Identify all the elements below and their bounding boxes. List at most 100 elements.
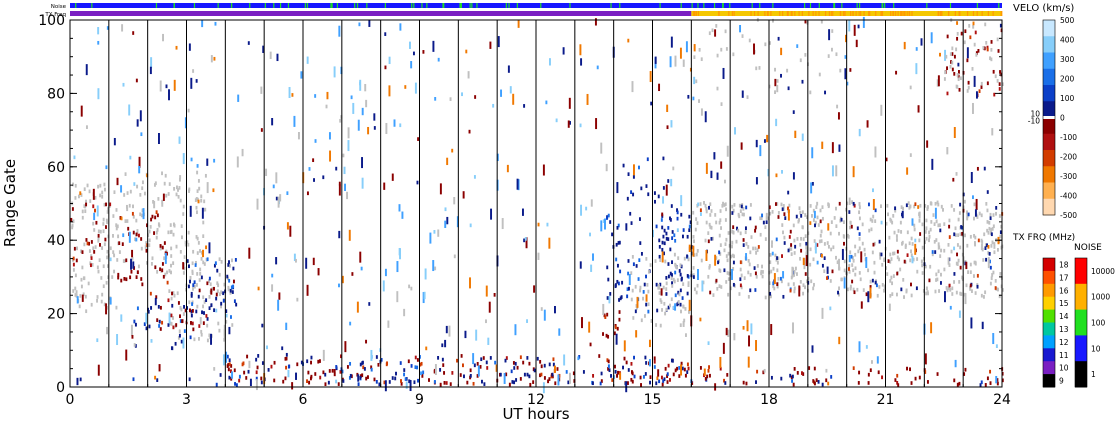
echo-cell xyxy=(493,293,496,297)
echo-cell xyxy=(709,213,712,217)
echo-cell xyxy=(811,147,814,159)
echo-cell xyxy=(890,275,893,280)
echo-cell xyxy=(228,362,231,367)
echo-cell xyxy=(791,379,794,383)
echo-cell xyxy=(548,237,551,249)
velocity-tick-label: 0 xyxy=(1060,114,1065,123)
txfreq-color-swatch xyxy=(1043,374,1055,388)
echo-cell xyxy=(946,66,949,71)
echo-cell xyxy=(170,229,173,234)
echo-cell xyxy=(908,241,911,246)
echo-cell xyxy=(898,257,901,262)
echo-cell xyxy=(97,233,100,238)
echo-cell xyxy=(519,377,522,381)
echo-cell xyxy=(335,379,338,384)
echo-cell xyxy=(106,255,109,260)
echo-cell xyxy=(974,242,977,247)
echo-cell xyxy=(935,272,938,277)
echo-cell xyxy=(465,49,468,54)
echo-cell xyxy=(135,232,138,237)
echo-cell xyxy=(469,373,472,378)
echo-cell xyxy=(989,381,992,385)
echo-cell xyxy=(937,223,940,228)
echo-cell xyxy=(851,200,854,204)
echo-cell xyxy=(892,214,895,218)
echo-cell xyxy=(780,73,782,78)
echo-cell xyxy=(844,55,847,59)
echo-cell xyxy=(555,118,558,123)
echo-cell xyxy=(166,270,168,275)
echo-cell xyxy=(604,315,607,319)
echo-cell xyxy=(100,276,103,280)
echo-cell xyxy=(869,285,872,289)
echo-cell xyxy=(607,334,610,339)
echo-cell xyxy=(218,328,221,333)
echo-cell xyxy=(101,190,104,195)
echo-cell xyxy=(275,257,278,265)
echo-cell xyxy=(161,320,164,325)
echo-cell xyxy=(965,283,968,288)
echo-cell xyxy=(338,184,341,196)
velocity-tick-label: 400 xyxy=(1060,36,1075,45)
echo-cell xyxy=(809,247,812,252)
echo-cell xyxy=(506,164,509,173)
echo-cell xyxy=(988,220,991,225)
echo-cell xyxy=(828,29,831,41)
echo-cell xyxy=(166,280,169,285)
echo-cell xyxy=(640,251,643,256)
echo-cell xyxy=(220,301,223,306)
echo-cell xyxy=(966,216,969,221)
echo-cell xyxy=(161,203,164,207)
echo-cell xyxy=(966,210,968,215)
echo-cell xyxy=(886,203,889,208)
txfreq-strip-label: TX Freq xyxy=(44,12,66,18)
echo-cell xyxy=(948,263,951,267)
noise-status-bar xyxy=(70,3,1002,8)
echo-cell xyxy=(877,370,880,375)
echo-cell xyxy=(567,120,570,128)
echo-cell xyxy=(138,166,141,174)
echo-cell xyxy=(636,296,639,308)
echo-cell xyxy=(125,204,128,209)
echo-cell xyxy=(158,324,161,328)
echo-cell xyxy=(285,365,288,370)
echo-cell xyxy=(921,271,924,275)
echo-cell xyxy=(74,286,77,291)
echo-cell xyxy=(876,293,879,298)
echo-cell xyxy=(688,244,691,253)
echo-cell xyxy=(91,262,94,267)
echo-cell xyxy=(848,254,851,263)
echo-cell xyxy=(951,46,954,51)
echo-cell xyxy=(116,334,119,346)
echo-cell xyxy=(194,260,197,265)
echo-cell xyxy=(825,378,828,383)
echo-cell xyxy=(610,374,612,378)
echo-cell xyxy=(684,307,687,311)
echo-cell xyxy=(980,213,983,218)
echo-cell xyxy=(188,300,191,305)
echo-cell xyxy=(661,382,664,387)
echo-cell xyxy=(107,207,110,211)
echo-cell xyxy=(143,322,146,327)
echo-cell xyxy=(669,247,672,252)
echo-cell xyxy=(880,220,883,225)
echo-cell xyxy=(973,75,976,87)
echo-cell xyxy=(713,152,716,160)
echo-cell xyxy=(916,257,919,261)
echo-cell xyxy=(193,280,196,285)
txfreq-tick-label: 10 xyxy=(1059,364,1069,373)
echo-cell xyxy=(679,288,682,293)
velocity-color-swatch xyxy=(1043,101,1055,118)
echo-cell xyxy=(73,155,76,160)
echo-cell xyxy=(107,264,109,268)
echo-cell xyxy=(844,68,847,80)
echo-cell xyxy=(795,272,798,276)
echo-cell xyxy=(653,365,656,369)
echo-cell xyxy=(532,380,535,384)
echo-cell xyxy=(242,361,245,366)
echo-cell xyxy=(666,104,669,113)
echo-cell xyxy=(687,310,690,314)
echo-cell xyxy=(74,273,77,278)
txfreq-strip-mark xyxy=(844,11,846,16)
echo-cell xyxy=(74,293,77,297)
